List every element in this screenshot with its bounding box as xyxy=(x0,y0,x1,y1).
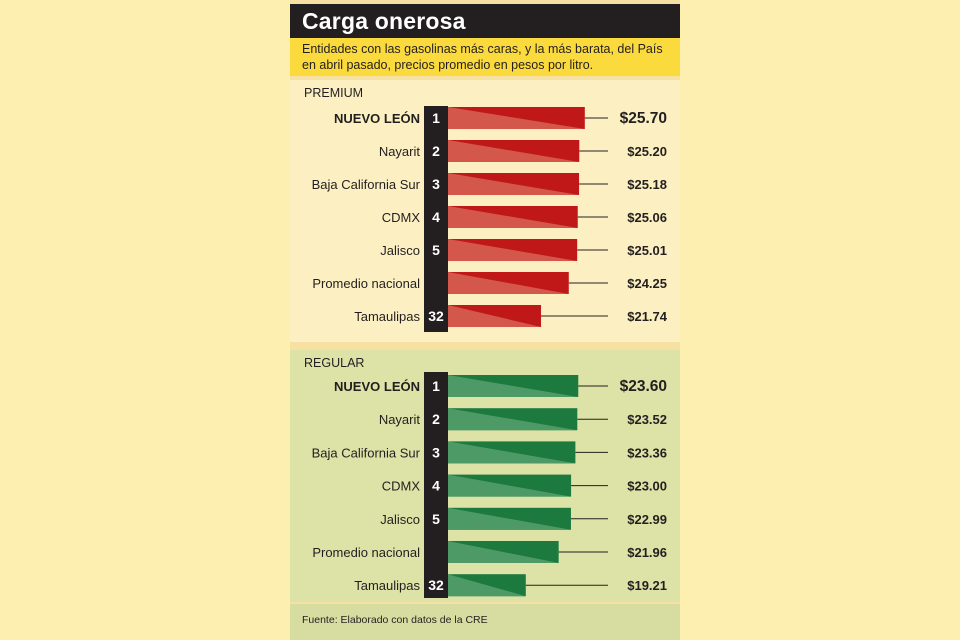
regular-state-label-6: Promedio nacional xyxy=(312,545,420,560)
regular-state-label-7: Tamaulipas xyxy=(354,578,420,593)
title-bar: Carga onerosa xyxy=(290,4,680,38)
regular-state-label-1: NUEVO LEÓN xyxy=(334,379,420,394)
regular-price-label-1: $23.60 xyxy=(620,378,667,395)
premium-bar-chart: NUEVO LEÓN 1 $25.70 Nayarit 2 $25.20 Baja Cali… xyxy=(312,107,668,327)
footer-bar: Fuente: Elaborado con datos de la CRE xyxy=(290,604,680,640)
regular-section: REGULAR NUEVO LEÓN 1 $23.60 Nayarit 2 $23.52 B… xyxy=(290,350,680,602)
premium-rank-3: 3 xyxy=(432,176,440,192)
source-note: Fuente: Elaborado con datos de la CRE xyxy=(302,614,488,626)
premium-state-label-2: Nayarit xyxy=(379,144,421,159)
premium-row-7: Tamaulipas 32 $21.74 xyxy=(354,305,668,327)
regular-rank-1: 1 xyxy=(432,378,440,394)
subtitle-bar: Entidades con las gasolinas más caras, y… xyxy=(290,38,680,76)
regular-bar-shade-4 xyxy=(448,474,572,497)
regular-price-label-3: $23.36 xyxy=(627,445,667,460)
premium-rank-2: 2 xyxy=(432,143,440,159)
regular-rank-column xyxy=(424,372,448,598)
regular-bar-chart: NUEVO LEÓN 1 $23.60 Nayarit 2 $23.52 Baja Cali… xyxy=(312,375,667,597)
premium-price-label-7: $21.74 xyxy=(627,309,668,324)
premium-row-3: Baja California Sur 3 $25.18 xyxy=(312,173,667,195)
regular-price-label-6: $21.96 xyxy=(627,545,667,560)
premium-bar-shade-3 xyxy=(448,173,580,195)
premium-state-label-7: Tamaulipas xyxy=(354,309,420,324)
regular-row-6: Promedio nacional $21.96 xyxy=(312,541,667,563)
regular-rank-7: 32 xyxy=(428,577,444,593)
regular-rank-4: 4 xyxy=(432,478,440,494)
premium-rank-column xyxy=(424,106,448,332)
regular-state-label-4: CDMX xyxy=(382,479,421,494)
premium-row-6: Promedio nacional $24.25 xyxy=(312,272,667,294)
regular-row-4: CDMX 4 $23.00 xyxy=(382,474,667,497)
regular-section-label: REGULAR xyxy=(304,356,365,370)
premium-bar-shade-4 xyxy=(448,206,578,228)
regular-state-label-3: Baja California Sur xyxy=(312,445,421,460)
premium-price-label-5: $25.01 xyxy=(627,243,667,258)
premium-section-label: PREMIUM xyxy=(304,86,364,100)
regular-row-2: Nayarit 2 $23.52 xyxy=(379,408,667,431)
premium-price-label-4: $25.06 xyxy=(627,210,667,225)
premium-section: PREMIUM NUEVO LEÓN 1 $25.70 Nayarit 2 $25.20 B… xyxy=(290,80,680,342)
regular-row-3: Baja California Sur 3 $23.36 xyxy=(312,441,667,464)
premium-rank-4: 4 xyxy=(432,209,440,225)
regular-bar-shade-5 xyxy=(448,507,571,530)
regular-bar-shade-6 xyxy=(448,541,559,563)
infographic-card: Carga onerosa Entidades con las gasolina… xyxy=(290,0,680,640)
regular-price-label-5: $22.99 xyxy=(627,512,667,527)
regular-bar-shade-3 xyxy=(448,441,576,464)
premium-state-label-3: Baja California Sur xyxy=(312,177,421,192)
premium-rank-7: 32 xyxy=(428,308,444,324)
regular-bar-shade-2 xyxy=(448,408,578,431)
premium-row-4: CDMX 4 $25.06 xyxy=(382,206,667,228)
regular-rank-3: 3 xyxy=(432,444,440,460)
regular-row-5: Jalisco 5 $22.99 xyxy=(380,507,667,530)
regular-rank-5: 5 xyxy=(432,511,440,527)
premium-state-label-5: Jalisco xyxy=(380,243,420,258)
premium-price-label-2: $25.20 xyxy=(627,144,667,159)
premium-row-1: NUEVO LEÓN 1 $25.70 xyxy=(334,107,667,129)
regular-price-label-2: $23.52 xyxy=(627,412,667,427)
premium-bar-shade-2 xyxy=(448,140,580,162)
premium-row-5: Jalisco 5 $25.01 xyxy=(380,239,667,261)
regular-state-label-5: Jalisco xyxy=(380,512,420,527)
regular-row-7: Tamaulipas 32 $19.21 xyxy=(354,574,667,597)
regular-state-label-2: Nayarit xyxy=(379,412,421,427)
premium-price-label-6: $24.25 xyxy=(627,276,667,291)
regular-row-1: NUEVO LEÓN 1 $23.60 xyxy=(334,375,667,397)
premium-state-label-4: CDMX xyxy=(382,210,421,225)
chart-subtitle: Entidades con las gasolinas más caras, y… xyxy=(302,42,663,72)
premium-row-2: Nayarit 2 $25.20 xyxy=(379,140,667,162)
premium-rank-5: 5 xyxy=(432,242,440,258)
premium-state-label-6: Promedio nacional xyxy=(312,276,420,291)
regular-bar-shade-7 xyxy=(448,574,526,597)
chart-title: Carga onerosa xyxy=(302,8,466,34)
regular-rank-2: 2 xyxy=(432,411,440,427)
premium-price-label-3: $25.18 xyxy=(627,177,667,192)
premium-state-label-1: NUEVO LEÓN xyxy=(334,111,420,126)
regular-price-label-7: $19.21 xyxy=(627,578,667,593)
premium-rank-1: 1 xyxy=(432,110,440,126)
premium-price-label-1: $25.70 xyxy=(620,110,667,127)
regular-price-label-4: $23.00 xyxy=(627,479,667,494)
